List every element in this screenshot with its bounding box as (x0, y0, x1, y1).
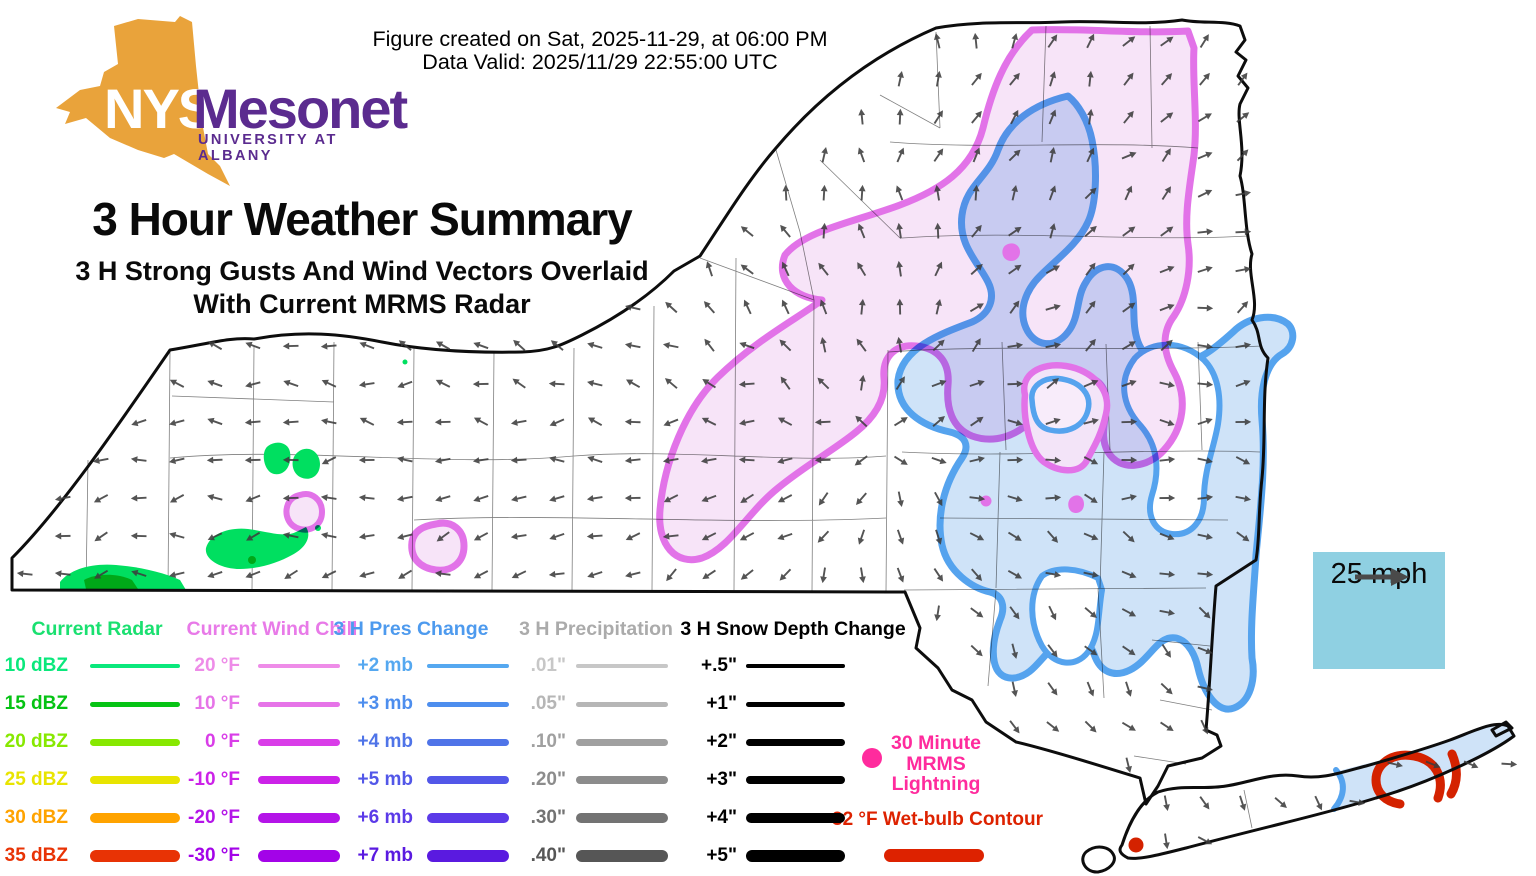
page-title: 3 Hour Weather Summary (92, 193, 633, 245)
wind-vector-arrows (16, 32, 1518, 850)
logo-tagline: UNIVERSITY AT ALBANY (198, 132, 338, 164)
wind-chill-inner-ring (980, 243, 1111, 514)
state-outline (10, 18, 1516, 874)
logo-acronym: NYS (104, 77, 215, 140)
data-valid-text: Data Valid: 2025/11/29 22:55:00 UTC (422, 50, 778, 74)
wind-reference-label: 25 mph (1330, 558, 1428, 590)
logo-state-shape (56, 16, 230, 186)
wind-chill-dot (1002, 243, 1020, 262)
wind-reference-arrow-icon (1355, 568, 1409, 586)
red-marker-dot (1128, 837, 1144, 853)
nys-mesonet-logo: NYS Mesonet UNIVERSITY AT ALBANY (18, 4, 408, 194)
wetbulb-contour (1446, 749, 1461, 799)
wind-chill-dot (1068, 495, 1084, 514)
wind-reference-box: 25 mph (1313, 552, 1445, 669)
figure-caption: Figure created on Sat, 2025-11-29, at 06… (350, 28, 850, 74)
radar-echoes (60, 359, 408, 590)
figure-created-text: Figure created on Sat, 2025-11-29, at 06… (372, 27, 828, 51)
subtitle-line2: With Current MRMS Radar (193, 289, 531, 319)
logo-name: Mesonet (193, 77, 408, 140)
subtitle-line1: 3 H Strong Gusts And Wind Vectors Overla… (75, 256, 649, 286)
